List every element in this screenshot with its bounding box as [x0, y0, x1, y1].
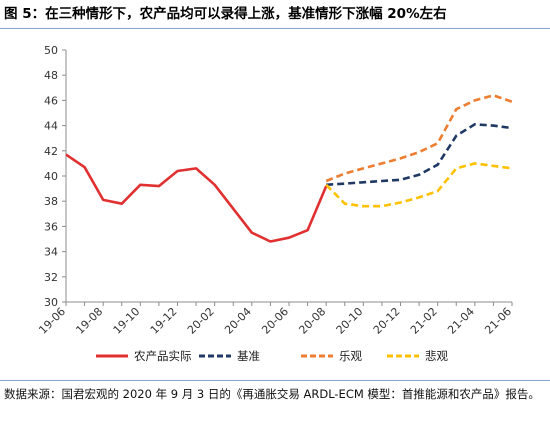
x-tick-label: 20-02 [185, 305, 217, 337]
series-line-乐观 [325, 94, 513, 183]
x-tick-label: 20-12 [371, 305, 403, 337]
y-tick-label: 30 [44, 296, 58, 309]
title-divider [0, 28, 550, 29]
chart-series [65, 94, 513, 243]
y-tick-label: 34 [44, 246, 58, 259]
source-divider [0, 380, 550, 381]
legend-label: 基准 [237, 349, 260, 363]
x-tick-label: 21-02 [408, 305, 440, 337]
y-tick-label: 36 [44, 220, 58, 233]
y-tick-label: 38 [44, 195, 58, 208]
y-tick-label: 48 [44, 69, 58, 82]
legend-label: 悲观 [425, 349, 448, 363]
x-tick-label: 19-10 [111, 305, 143, 337]
line-chart: 30 32 34 36 38 40 42 44 46 48 50 19-06 19-08 19-10 19-… [36, 44, 514, 363]
legend-label: 乐观 [339, 349, 362, 363]
x-tick-label: 21-04 [445, 305, 477, 337]
x-tick-label: 20-04 [222, 305, 254, 337]
x-tick-label: 19-12 [148, 305, 180, 337]
series-line-悲观 [325, 162, 513, 208]
series-line-基准 [326, 123, 513, 187]
chart-legend: 农产品实际 基准 乐观 悲观 [96, 349, 448, 363]
y-tick-label: 50 [44, 44, 58, 57]
figure-title: 图 5：在三种情形下，农产品均可以录得上涨，基准情形下涨幅 20%左右 [4, 6, 447, 22]
x-tick-label: 19-06 [36, 305, 68, 337]
legend-label: 农产品实际 [134, 349, 192, 363]
chart-axes: 30 32 34 36 38 40 42 44 46 48 50 19-06 19-08 19-10 19-… [36, 44, 514, 337]
y-tick-label: 42 [44, 145, 58, 158]
source-note: 数据来源：国君宏观的 2020 年 9 月 3 日的《再通胀交易 ARDL-EC… [4, 387, 540, 401]
y-tick-label: 32 [44, 271, 58, 284]
x-tick-label: 19-08 [73, 305, 105, 337]
x-tick-label: 21-06 [482, 305, 514, 337]
x-tick-label: 20-08 [296, 305, 328, 337]
x-tick-label: 20-06 [259, 305, 291, 337]
series-line-农产品实际 [65, 153, 328, 243]
y-tick-label: 40 [44, 170, 58, 183]
y-tick-label: 46 [44, 94, 58, 107]
y-tick-label: 44 [44, 120, 58, 133]
x-tick-label: 20-10 [334, 305, 366, 337]
